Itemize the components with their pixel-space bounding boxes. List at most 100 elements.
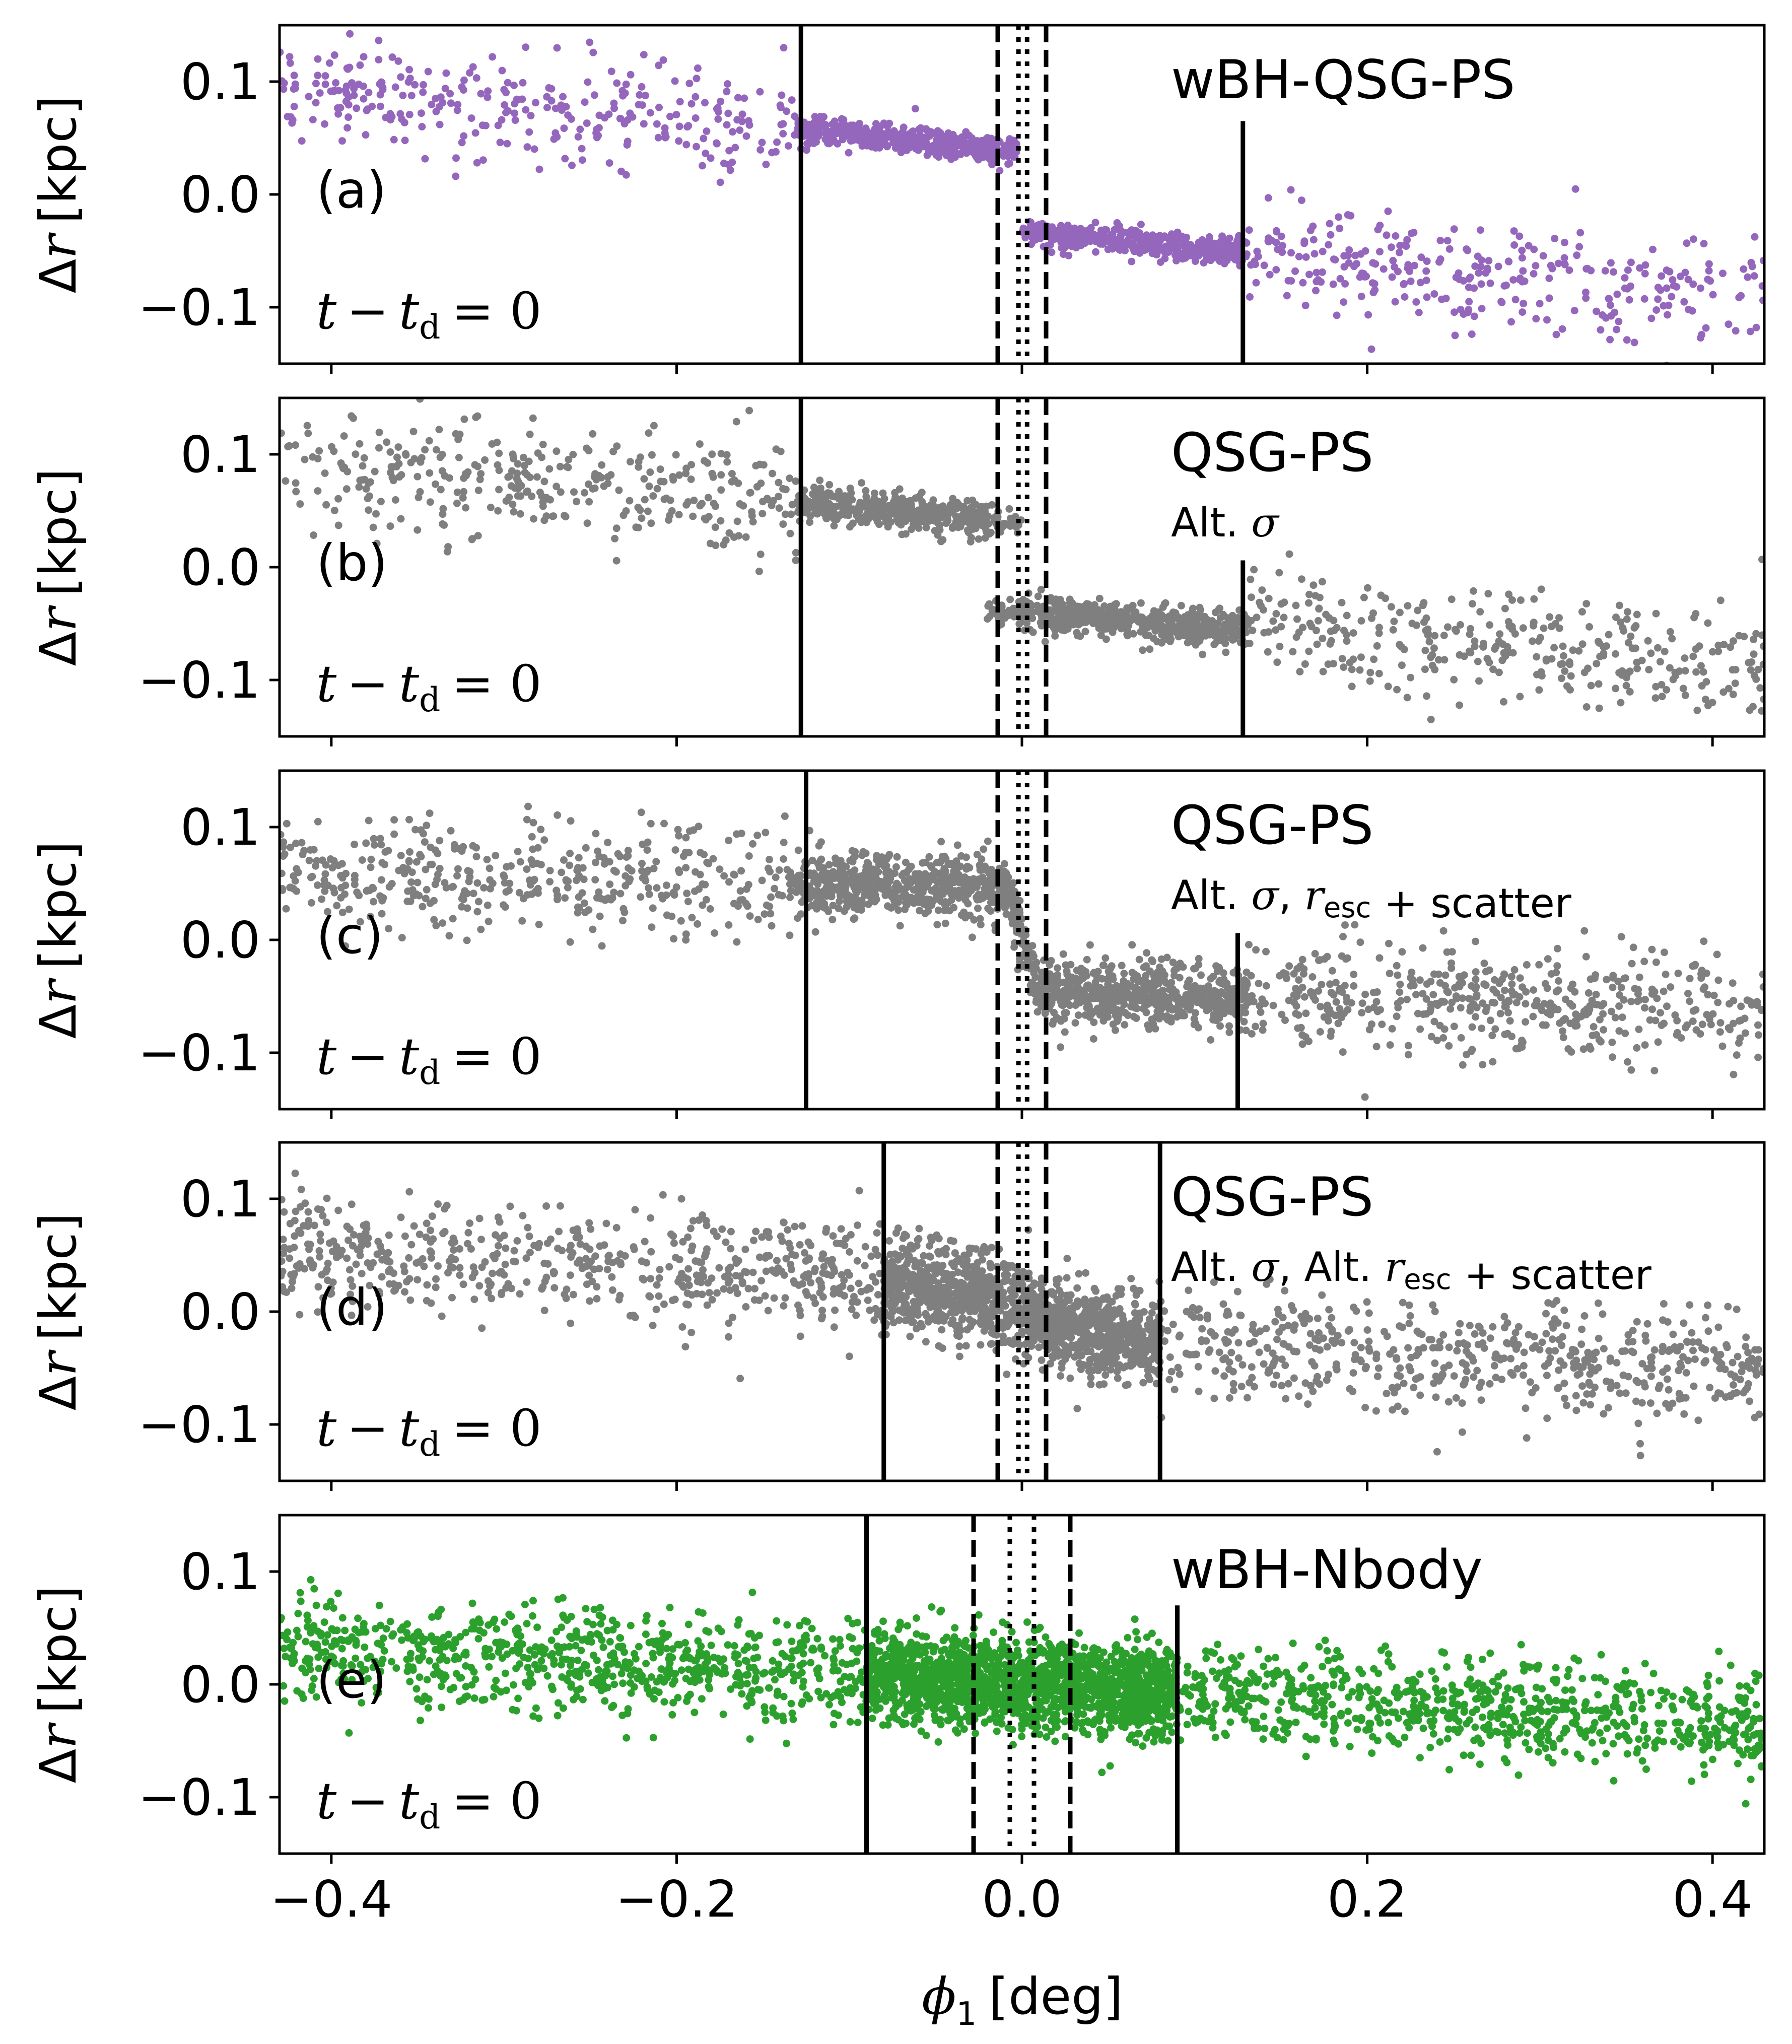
data-point — [610, 104, 618, 112]
data-point — [290, 72, 298, 80]
data-point — [1740, 265, 1748, 273]
data-point — [938, 511, 946, 519]
data-point — [1658, 693, 1666, 701]
data-point — [452, 154, 460, 162]
data-point — [1374, 226, 1382, 234]
data-point — [305, 856, 313, 864]
data-point — [395, 460, 403, 468]
data-point — [1340, 627, 1348, 635]
data-point — [918, 505, 926, 513]
data-point — [1539, 252, 1547, 260]
data-point — [453, 872, 461, 880]
data-point — [1145, 1025, 1153, 1033]
data-point — [645, 884, 653, 892]
data-point — [937, 537, 945, 546]
data-point — [1615, 317, 1623, 325]
data-point — [1489, 665, 1497, 673]
data-point — [280, 838, 288, 846]
data-point — [1543, 316, 1551, 324]
data-point — [794, 871, 802, 879]
data-point — [289, 116, 297, 124]
data-point — [609, 448, 617, 455]
data-point — [862, 487, 870, 495]
data-point — [855, 507, 863, 515]
data-point — [671, 77, 679, 85]
data-point — [1511, 296, 1520, 304]
data-point — [838, 115, 846, 123]
data-point — [1029, 628, 1037, 636]
data-point — [860, 870, 868, 878]
data-point — [1357, 250, 1365, 258]
data-point — [1326, 220, 1334, 228]
data-point — [501, 101, 509, 109]
data-point — [1252, 1023, 1260, 1031]
data-point — [307, 873, 315, 881]
data-point — [292, 441, 300, 449]
data-point — [1713, 950, 1721, 959]
data-point — [1002, 910, 1010, 918]
data-point — [1501, 604, 1509, 612]
data-point — [1215, 627, 1223, 635]
data-point — [1385, 939, 1393, 947]
data-point — [466, 69, 474, 77]
data-point — [1451, 331, 1459, 339]
data-point — [1081, 227, 1089, 235]
data-point — [1445, 245, 1454, 253]
data-point — [1252, 279, 1260, 287]
data-point — [474, 898, 483, 906]
data-point — [1735, 294, 1743, 302]
data-point — [441, 85, 449, 93]
data-point — [875, 860, 883, 868]
data-point — [1752, 630, 1760, 638]
data-point — [777, 447, 785, 455]
data-point — [287, 883, 295, 892]
data-point — [654, 133, 662, 142]
data-point — [1384, 207, 1392, 215]
data-point — [1207, 975, 1215, 983]
data-point — [1603, 642, 1610, 650]
data-point — [1611, 308, 1619, 316]
data-point — [488, 440, 496, 448]
data-point — [957, 852, 965, 860]
data-point — [1509, 276, 1518, 284]
data-point — [503, 140, 511, 148]
data-point — [489, 53, 497, 61]
data-point — [1324, 660, 1332, 668]
data-point — [1532, 262, 1540, 270]
data-point — [826, 138, 835, 146]
data-point — [1142, 962, 1150, 970]
data-point — [477, 90, 485, 98]
data-point — [1520, 300, 1528, 308]
data-point — [783, 107, 791, 115]
data-point — [749, 840, 756, 848]
data-point — [1522, 1018, 1530, 1026]
data-point — [1668, 635, 1676, 643]
data-point — [925, 853, 933, 861]
data-point — [1183, 233, 1191, 241]
data-point — [586, 38, 594, 46]
data-point — [477, 470, 485, 478]
data-point — [546, 866, 554, 874]
data-point — [1065, 251, 1073, 259]
data-point — [344, 65, 352, 73]
data-point — [518, 917, 526, 925]
data-point — [1295, 252, 1303, 260]
data-point — [439, 919, 447, 927]
data-point — [318, 895, 326, 903]
data-point — [939, 146, 947, 154]
data-point — [466, 873, 474, 881]
data-point — [1326, 980, 1334, 988]
data-point — [1118, 962, 1126, 970]
data-point — [776, 101, 784, 109]
data-point — [1489, 1058, 1497, 1066]
data-point — [1605, 295, 1613, 303]
data-point — [1335, 213, 1343, 221]
data-point — [1422, 995, 1430, 1003]
data-point — [391, 496, 399, 504]
data-point — [325, 59, 333, 67]
data-point — [1334, 1019, 1342, 1028]
data-point — [1388, 1025, 1396, 1033]
data-point — [949, 131, 957, 139]
data-point — [768, 502, 776, 509]
data-point — [600, 854, 608, 862]
